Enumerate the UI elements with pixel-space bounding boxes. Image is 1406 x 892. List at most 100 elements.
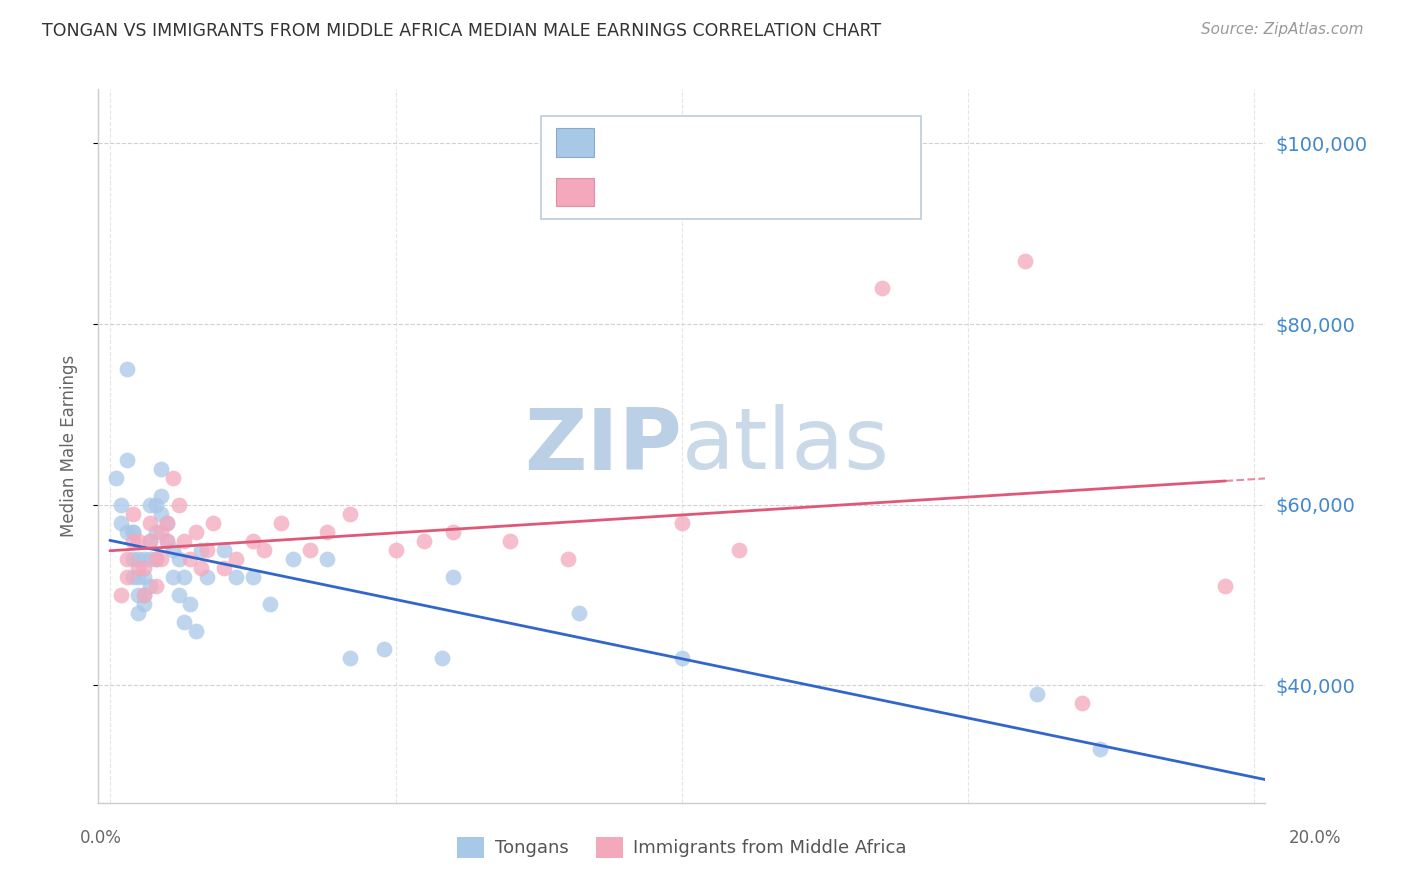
Point [184, 624, 207, 639]
Point [179, 552, 201, 566]
Point [225, 570, 247, 584]
Point [121, 552, 143, 566]
Y-axis label: Median Male Earnings: Median Male Earnings [59, 355, 77, 537]
Point [139, 579, 162, 593]
Point [162, 542, 184, 557]
Point [385, 542, 408, 557]
Point [214, 561, 236, 575]
Point [173, 570, 195, 584]
Point [104, 470, 127, 484]
Text: ZIP: ZIP [524, 404, 682, 488]
Point [201, 516, 224, 530]
Point [134, 570, 156, 584]
Point [139, 533, 162, 548]
Point [870, 281, 893, 295]
FancyBboxPatch shape [557, 128, 595, 157]
FancyBboxPatch shape [557, 178, 595, 206]
Point [728, 542, 751, 557]
Point [173, 615, 195, 629]
Point [115, 524, 138, 539]
Point [671, 516, 693, 530]
Point [156, 516, 179, 530]
Point [127, 561, 149, 575]
Point [110, 516, 132, 530]
Point [150, 524, 173, 539]
Text: -0.510: -0.510 [662, 134, 727, 152]
Point [557, 552, 579, 566]
Point [671, 651, 693, 665]
Point [127, 588, 149, 602]
Point [499, 533, 522, 548]
Point [1025, 687, 1047, 701]
Point [150, 552, 173, 566]
Point [253, 542, 276, 557]
Point [156, 516, 179, 530]
Point [139, 552, 162, 566]
Text: N =: N = [769, 183, 808, 201]
Point [115, 570, 138, 584]
Point [115, 552, 138, 566]
Point [430, 651, 453, 665]
Point [195, 542, 218, 557]
Point [190, 542, 212, 557]
Point [1088, 741, 1111, 756]
Point [242, 533, 264, 548]
Point [167, 498, 190, 512]
Point [373, 642, 395, 657]
Point [134, 597, 156, 611]
Point [339, 651, 361, 665]
Point [184, 524, 207, 539]
Point [127, 552, 149, 566]
Point [139, 533, 162, 548]
Legend: Tongans, Immigrants from Middle Africa: Tongans, Immigrants from Middle Africa [450, 830, 914, 865]
Point [568, 606, 591, 620]
Text: R =: R = [610, 183, 648, 201]
Text: 44: 44 [823, 183, 848, 201]
Point [259, 597, 281, 611]
Point [441, 570, 464, 584]
Point [413, 533, 436, 548]
Point [134, 561, 156, 575]
Point [225, 552, 247, 566]
Point [156, 533, 179, 548]
Text: R =: R = [610, 134, 648, 152]
Point [150, 461, 173, 475]
Point [145, 552, 167, 566]
Point [127, 570, 149, 584]
FancyBboxPatch shape [541, 116, 921, 219]
Text: N =: N = [769, 134, 808, 152]
Point [162, 570, 184, 584]
Point [190, 561, 212, 575]
Point [121, 524, 143, 539]
Text: atlas: atlas [682, 404, 890, 488]
Point [110, 588, 132, 602]
Point [316, 552, 339, 566]
Point [1071, 697, 1094, 711]
Point [1215, 579, 1237, 593]
Point [441, 524, 464, 539]
Point [134, 588, 156, 602]
Point [145, 498, 167, 512]
Point [145, 579, 167, 593]
Point [195, 570, 218, 584]
Point [281, 552, 304, 566]
Point [150, 489, 173, 503]
Point [127, 606, 149, 620]
Point [242, 570, 264, 584]
Text: 20.0%: 20.0% [1288, 829, 1341, 847]
Point [150, 507, 173, 521]
Point [139, 516, 162, 530]
Text: Source: ZipAtlas.com: Source: ZipAtlas.com [1201, 22, 1364, 37]
Point [214, 542, 236, 557]
Point [339, 507, 361, 521]
Point [115, 452, 138, 467]
Point [121, 524, 143, 539]
Point [299, 542, 322, 557]
Point [110, 498, 132, 512]
Text: 0.350: 0.350 [662, 183, 725, 201]
Point [173, 533, 195, 548]
Point [179, 597, 201, 611]
Point [121, 533, 143, 548]
Point [121, 570, 143, 584]
Point [1014, 253, 1036, 268]
